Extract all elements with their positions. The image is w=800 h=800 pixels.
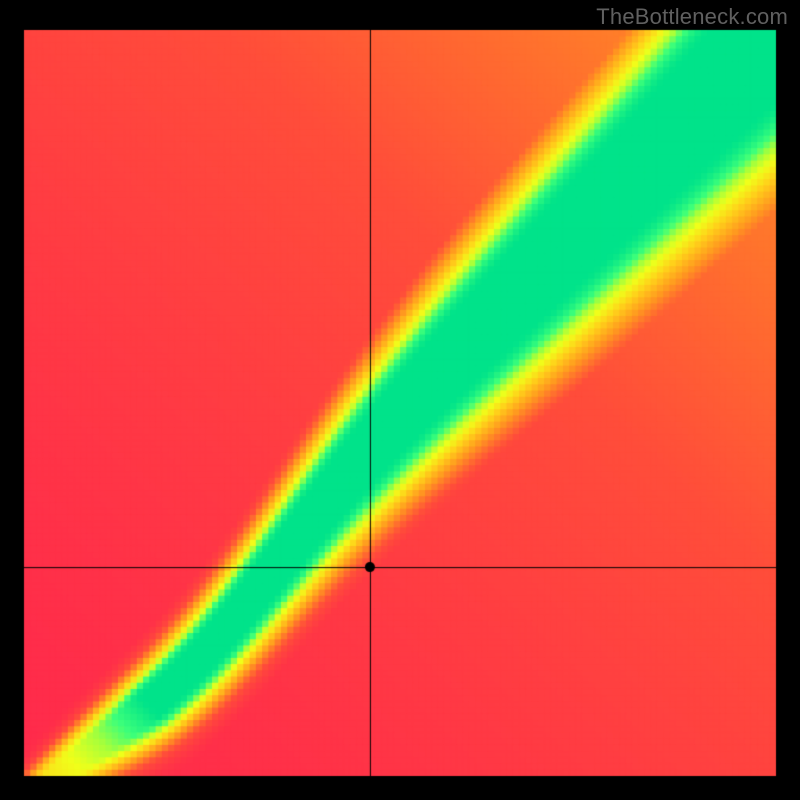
watermark-text: TheBottleneck.com <box>596 4 788 30</box>
bottleneck-heatmap-canvas <box>0 0 800 800</box>
